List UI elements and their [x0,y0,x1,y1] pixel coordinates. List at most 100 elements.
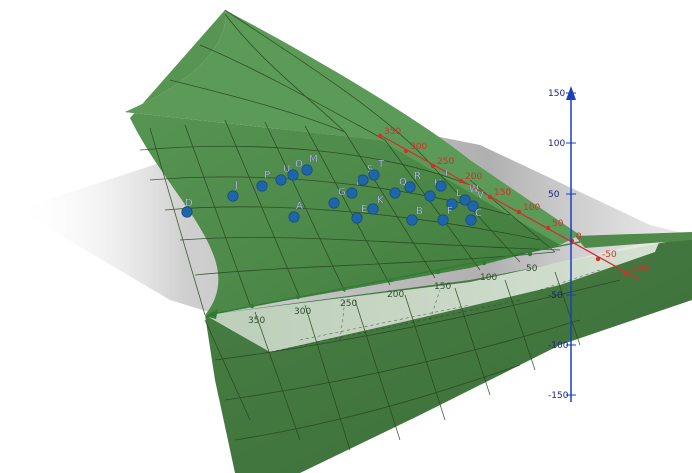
point-label: T [377,159,385,170]
x-tick-label: -50 [602,250,617,260]
point-label: E [361,204,367,215]
point-marker[interactable] [389,187,401,199]
point-marker[interactable] [346,187,358,199]
point-d[interactable]: D [181,198,193,218]
point-label: Q [399,177,407,188]
y-tick-label: 50 [526,264,538,274]
z-tick-label: 150 [548,89,565,99]
y-tick-label: 350 [248,316,265,326]
point-marker[interactable] [368,169,380,181]
point-marker[interactable] [227,190,239,202]
point-label: U [283,164,290,175]
x-tick-label: 100 [523,203,540,213]
point-label: R [414,171,421,182]
point-marker[interactable] [435,180,447,192]
point-marker[interactable] [288,211,300,223]
point-marker[interactable] [459,194,471,206]
point-i[interactable]: I [435,168,448,192]
point-marker[interactable] [287,169,299,181]
point-b[interactable]: B [406,206,423,226]
surface-main [125,10,560,315]
x-tick-label: 0 [576,232,582,242]
surface-right-flap [575,232,692,248]
x-tick-label: 350 [384,127,401,137]
point-s[interactable]: S [357,164,374,186]
point-k[interactable]: K [367,195,384,215]
point-label: S [367,164,373,175]
y-axis-arrow-icon [205,309,218,319]
y-axis: 350 300 250 200 150 100 50 [205,241,581,326]
y-tick-dot [295,294,301,300]
point-e[interactable]: E [351,204,368,224]
point-marker[interactable] [256,180,268,192]
point-label: B [416,206,423,217]
point-w[interactable]: W [459,184,479,206]
point-marker[interactable] [351,212,363,224]
point-f[interactable]: F [437,206,453,226]
x-tick-dot [545,225,551,231]
point-marker[interactable] [467,200,479,212]
point-marker[interactable] [465,214,477,226]
point-a[interactable]: A [288,201,303,223]
y-tick-dot [435,269,441,275]
point-marker[interactable] [424,190,436,202]
y-tick-label: 300 [294,307,311,317]
point-label: L [456,188,462,199]
point-l[interactable]: L [446,188,462,210]
x-tick-dot [458,178,464,184]
x-tick-label: 50 [552,219,564,229]
point-label: V [477,190,484,201]
point-label: I [445,168,448,179]
point-c[interactable]: C [465,208,482,226]
y-tick-dot [249,303,255,309]
x-tick-dot [516,209,522,215]
x-tick-label: 300 [410,142,427,152]
point-label: M [309,154,318,165]
x-axis: 350 300 250 200 150 100 50 0 -50 -100 [377,127,650,281]
z-tick-label: 50 [548,190,560,200]
x-tick-label: -100 [629,264,650,274]
y-tick-label: 150 [434,282,451,292]
point-label: W [469,184,479,195]
point-marker[interactable] [357,174,369,186]
point-p[interactable]: P [256,170,270,192]
point-label: A [296,201,303,212]
point-marker[interactable] [437,214,449,226]
point-label: G [338,187,346,198]
surface-grid [139,9,621,451]
point-label: F [447,206,453,217]
point-v[interactable]: V [467,190,484,212]
point-marker[interactable] [181,206,193,218]
point-u[interactable]: U [275,164,291,186]
z-axis: 150 100 50 -50 -100 -150 [548,86,576,402]
point-label: O [295,159,303,170]
x-tick-label: 150 [494,188,511,198]
x-tick-dot [430,163,436,169]
point-label: K [377,195,384,206]
points-layer[interactable]: DJPUOMAGNSTEKQRBHILFWVC [181,154,484,226]
point-o[interactable]: O [287,159,303,181]
point-label: J [234,180,238,191]
point-label: D [185,198,193,209]
x-tick-dot [377,133,383,139]
point-marker[interactable] [367,203,379,215]
x-tick-label: 250 [437,157,454,167]
point-marker[interactable] [275,174,287,186]
point-marker[interactable] [406,214,418,226]
point-m[interactable]: M [301,154,318,176]
point-marker[interactable] [446,198,458,210]
point-r[interactable]: R [404,171,421,193]
point-j[interactable]: J [227,180,239,202]
point-t[interactable]: T [368,159,385,181]
x-tick-dot [622,270,628,276]
point-marker[interactable] [301,164,313,176]
z-tick-label: -150 [548,391,569,401]
point-g[interactable]: G [328,187,346,209]
point-label: C [475,208,482,219]
point-marker[interactable] [404,181,416,193]
y-tick-dot [481,260,487,266]
point-q[interactable]: Q [389,177,407,199]
y-tick-dot [341,286,347,292]
point-marker[interactable] [328,197,340,209]
